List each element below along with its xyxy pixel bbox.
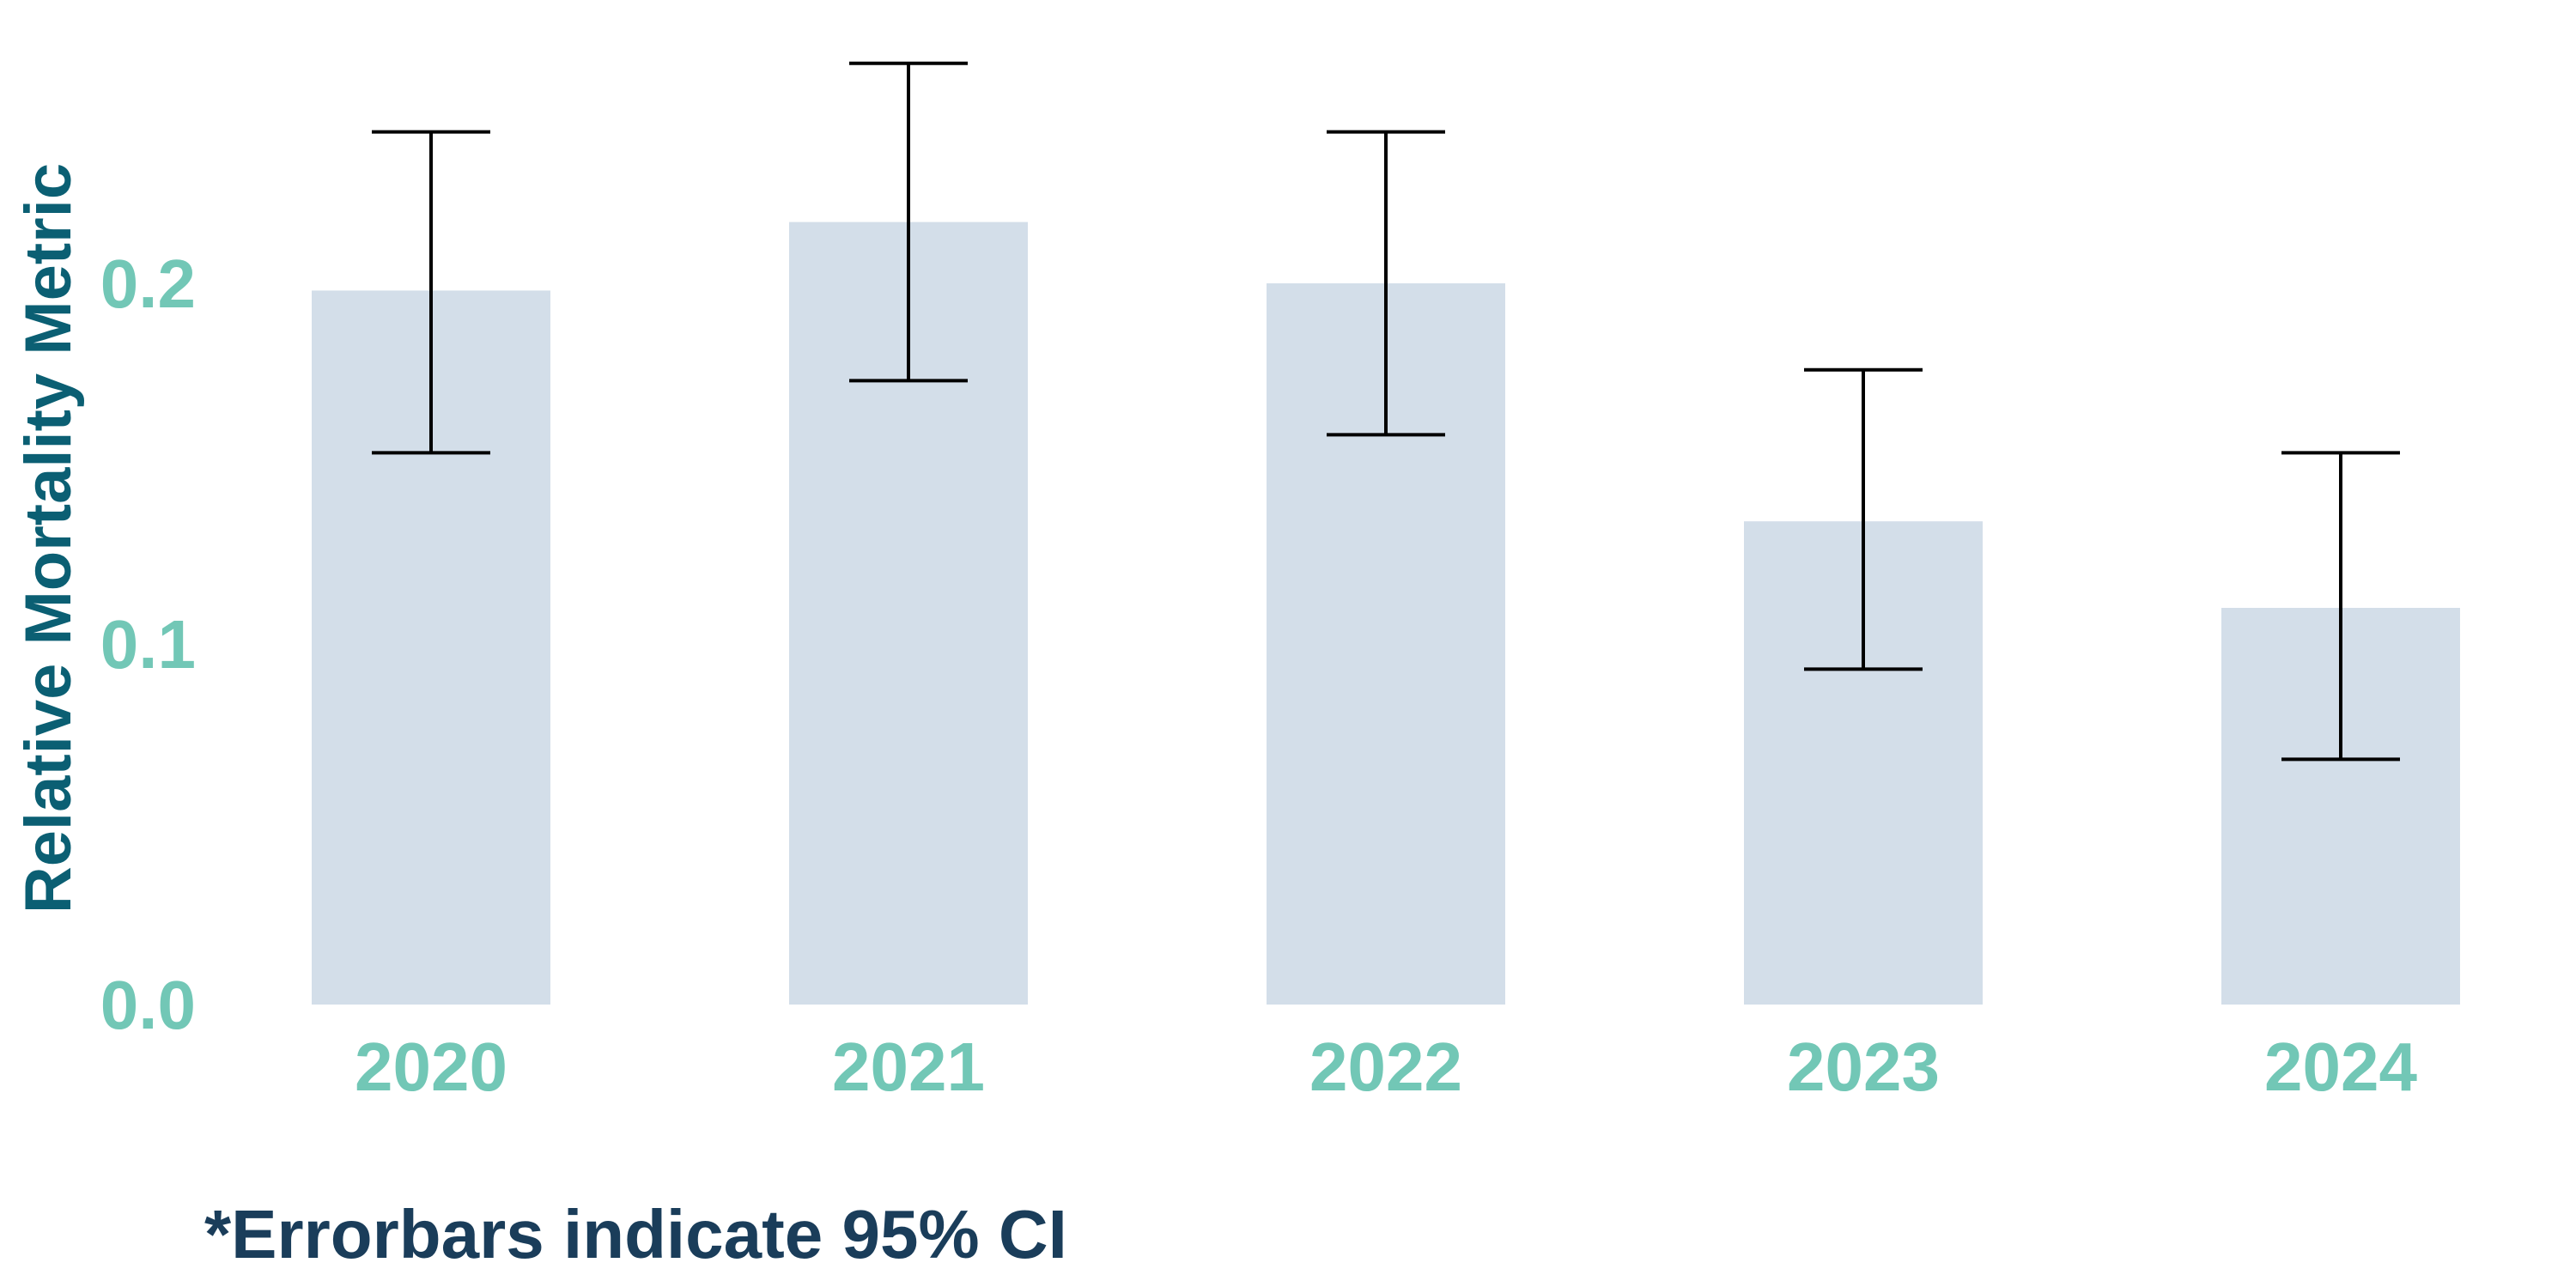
y-tick-label-0.1: 0.1 xyxy=(100,606,196,683)
x-tick-label-2022: 2022 xyxy=(1309,1029,1462,1105)
x-axis-ticks: 2020 2021 2022 2023 2024 xyxy=(355,1029,2417,1105)
errorbar-2022 xyxy=(1327,130,1445,437)
errorbar-2024 xyxy=(2281,451,2400,762)
y-tick-label-0.2: 0.2 xyxy=(100,246,196,322)
x-tick-label-2021: 2021 xyxy=(832,1029,985,1105)
errorbar-2021 xyxy=(849,61,968,383)
footnote: *Errorbars indicate 95% CI xyxy=(204,1196,1067,1272)
y-axis-label: Relative Mortality Metric xyxy=(12,163,85,914)
x-tick-label-2023: 2023 xyxy=(1787,1029,1940,1105)
x-tick-label-2020: 2020 xyxy=(355,1029,507,1105)
errorbars-layer xyxy=(372,61,2400,762)
errorbar-2023 xyxy=(1804,367,1923,671)
errorbar-2020 xyxy=(372,130,490,455)
y-tick-label-0.0: 0.0 xyxy=(100,967,196,1043)
y-axis-ticks: 0.0 0.1 0.2 xyxy=(100,246,196,1043)
x-tick-label-2024: 2024 xyxy=(2264,1029,2417,1105)
